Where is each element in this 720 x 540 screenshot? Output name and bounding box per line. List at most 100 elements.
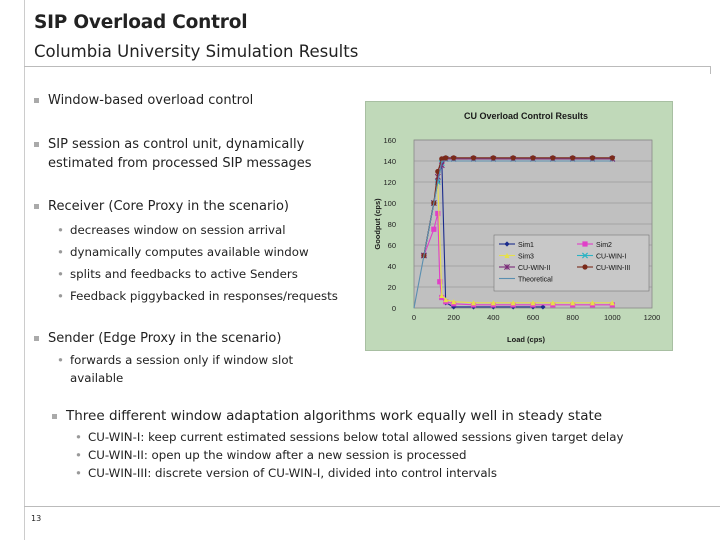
legend-label: Sim1: [518, 242, 534, 249]
legend-marker: [504, 264, 510, 270]
bullet-text: SIP session as control unit, dynamically…: [48, 137, 312, 171]
legend-box: [493, 234, 650, 292]
x-tick-label: 1000: [604, 313, 621, 322]
data-point: [510, 300, 516, 306]
bullet-square-icon: [34, 98, 39, 103]
chart-title: CU Overload Control Results: [464, 111, 588, 121]
legend-item: Sim2: [577, 241, 612, 249]
x-tick-label: 400: [487, 313, 500, 322]
sub-text: forwards a session only if window slot a…: [70, 353, 294, 385]
bullet-dot-icon: •: [57, 353, 64, 367]
receiver-sub-2: • dynamically computes available window: [57, 243, 309, 261]
legend-marker: [581, 252, 589, 259]
series-theoretical: [413, 160, 613, 309]
bullet-dot-icon: •: [57, 289, 64, 303]
footer-divider: [24, 506, 720, 507]
legend-item: CU-WIN-III: [577, 264, 630, 272]
y-tick-label: 100: [383, 199, 396, 208]
y-tick-label: 140: [383, 157, 396, 166]
legend-item: Theoretical: [499, 277, 553, 284]
y-tick-label: 20: [388, 283, 396, 292]
data-point: [443, 297, 449, 303]
data-point: [451, 299, 457, 305]
sub-text: CU-WIN-II: open up the window after a ne…: [88, 448, 467, 462]
chart-svg: CU Overload Control Results 0 20 40 60 80 100…: [373, 111, 660, 344]
legend-item: Sim1: [499, 241, 534, 249]
sub-text: Feedback piggybacked in responses/reques…: [70, 289, 338, 303]
legend-item: CU-WIN-II: [499, 264, 550, 272]
series-cu-win-iii: [421, 155, 615, 259]
receiver-sub-4: • Feedback piggybacked in responses/reque…: [57, 287, 338, 305]
summary-sub-1: • CU-WIN-I: keep current estimated sessio…: [75, 428, 623, 446]
legend-label: Sim3: [518, 254, 534, 261]
bullet-window-based: Window-based overload control: [34, 91, 254, 110]
legend: Sim1 Sim2 Sim3 CU-WIN-I CU-WIN-II CU-WIN-III T…: [493, 234, 650, 292]
x-axis-label: Load (cps): [507, 335, 545, 344]
legend-label: Sim2: [596, 242, 612, 249]
series-group: [413, 155, 616, 310]
data-point: [439, 292, 445, 298]
x-tick-label: 200: [447, 313, 460, 322]
data-point: [490, 155, 496, 161]
legend-item: CU-WIN-I: [577, 252, 626, 261]
x-tick-label: 600: [527, 313, 540, 322]
y-tick-label: 0: [392, 304, 396, 313]
data-point: [589, 300, 596, 306]
bullet-text: Window-based overload control: [48, 93, 254, 108]
bullet-text: Three different window adaptation algori…: [66, 408, 603, 424]
x-tick-label: 800: [566, 313, 579, 322]
y-axis-label: Goodput (cps): [373, 198, 382, 250]
data-point: [609, 300, 615, 306]
data-point: [589, 155, 596, 161]
receiver-sub-1: • decreases window on session arrival: [57, 221, 286, 239]
legend-label: Theoretical: [518, 277, 553, 284]
sender-sub: • forwards a session only if window slot …: [57, 351, 330, 387]
bullet-receiver: Receiver (Core Proxy in the scenario): [34, 197, 289, 216]
bullet-dot-icon: •: [75, 466, 82, 480]
title-divider: [24, 66, 710, 67]
bullet-dot-icon: •: [75, 448, 82, 462]
bullet-dot-icon: •: [57, 223, 64, 237]
bullet-text: Receiver (Core Proxy in the scenario): [48, 199, 289, 214]
data-point: [530, 300, 536, 306]
x-tick-label: 0: [412, 313, 416, 322]
data-point: [435, 210, 441, 217]
bullet-square-icon: [34, 204, 39, 209]
page-number: 13: [31, 514, 42, 523]
bullet-dot-icon: •: [57, 267, 64, 281]
legend-label: CU-WIN-II: [518, 265, 550, 272]
left-rule: [24, 0, 25, 540]
y-tick-label: 60: [388, 241, 396, 250]
corner-mark: [710, 66, 720, 74]
bullet-dot-icon: •: [57, 245, 64, 259]
data-point: [510, 155, 516, 161]
bullet-square-icon: [34, 142, 39, 147]
data-point: [530, 155, 536, 161]
data-point: [609, 155, 615, 161]
bullet-summary: Three different window adaptation algori…: [52, 407, 603, 426]
x-tick-label: 1200: [644, 313, 661, 322]
legend-item: Sim3: [499, 252, 534, 261]
series-line: [423, 158, 613, 256]
slide-title: SIP Overload Control: [34, 12, 248, 33]
summary-sub-3: • CU-WIN-III: discrete version of CU-WIN-…: [75, 464, 497, 482]
sub-text: splits and feedbacks to active Senders: [70, 267, 298, 281]
bullet-dot-icon: •: [75, 430, 82, 444]
y-tick-label: 120: [383, 178, 396, 187]
y-tick-label: 160: [383, 136, 396, 145]
legend-marker: [504, 241, 510, 247]
sub-text: decreases window on session arrival: [70, 223, 286, 237]
data-point: [451, 155, 457, 161]
sub-text: dynamically computes available window: [70, 245, 309, 259]
y-tick-label: 80: [388, 220, 396, 229]
bullet-square-icon: [52, 414, 57, 419]
bullet-square-icon: [34, 336, 39, 341]
data-point: [437, 279, 443, 285]
tick-labels: 0 20 40 60 80 100 120 140 160 0 200 400 600 800 1000 12…: [383, 136, 660, 322]
bullet-sender: Sender (Edge Proxy in the scenario): [34, 329, 281, 348]
data-point: [439, 156, 445, 162]
legend-marker: [582, 264, 588, 270]
data-point: [470, 155, 477, 161]
series-line: [413, 160, 613, 309]
data-point: [570, 155, 576, 161]
